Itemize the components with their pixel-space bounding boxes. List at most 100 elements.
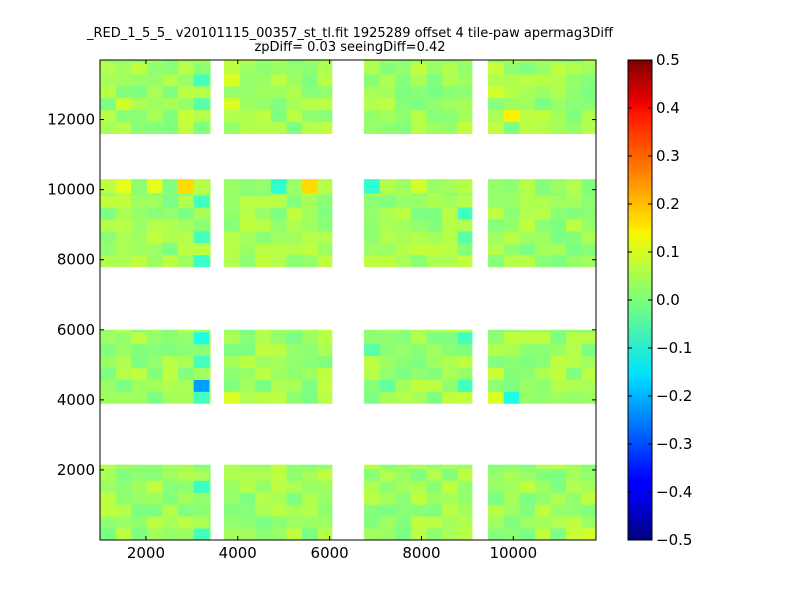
- heatmap-cell: [100, 464, 117, 469]
- heatmap-cell: [146, 329, 163, 333]
- heatmap-cell: [566, 329, 583, 333]
- heatmap-cell: [503, 254, 520, 268]
- heatmap-cell: [100, 193, 117, 196]
- heatmap-cell: [178, 355, 195, 369]
- heatmap-cell: [100, 355, 117, 369]
- heatmap-cell: [379, 219, 396, 232]
- heatmap-cell: [442, 468, 459, 481]
- x-tick-label: 10000: [489, 544, 537, 562]
- heatmap-cell: [255, 528, 272, 540]
- heatmap-cell: [364, 504, 381, 517]
- heatmap-cell: [239, 331, 256, 345]
- heatmap-cell: [503, 331, 520, 345]
- heatmap-cell: [395, 480, 412, 493]
- heatmap-cell: [224, 329, 241, 333]
- heatmap-cell: [115, 230, 132, 244]
- heatmap-cell: [442, 62, 459, 75]
- heatmap-cell: [488, 329, 505, 333]
- heatmap-cell: [146, 355, 163, 369]
- heatmap-cell: [239, 195, 256, 208]
- heatmap-cell: [302, 85, 319, 99]
- heatmap-cell: [581, 528, 596, 540]
- heatmap-cell: [115, 343, 132, 357]
- heatmap-cell: [379, 74, 396, 87]
- heatmap-cell: [581, 343, 596, 357]
- heatmap-cell: [503, 468, 520, 481]
- heatmap-cell: [302, 468, 319, 481]
- heatmap-cell: [178, 516, 195, 529]
- heatmap-cell: [239, 254, 256, 268]
- heatmap-cell: [503, 516, 520, 529]
- heatmap-cell: [270, 195, 287, 208]
- heatmap-cell: [395, 242, 412, 256]
- heatmap-cell: [178, 195, 195, 208]
- heatmap-cell: [193, 343, 210, 357]
- heatmap-cell: [286, 355, 303, 369]
- heatmap-cell: [178, 504, 195, 517]
- heatmap-cell: [286, 504, 303, 517]
- y-tick-label: 2000: [57, 461, 95, 479]
- heatmap-cell: [286, 121, 303, 134]
- heatmap-cell: [302, 195, 319, 208]
- heatmap-cell: [317, 379, 333, 392]
- heatmap-cell: [581, 179, 596, 194]
- heatmap-cell: [395, 528, 412, 540]
- heatmap-cell: [115, 60, 132, 63]
- heatmap-cell: [162, 121, 179, 134]
- heatmap-cell: [162, 379, 179, 392]
- heatmap-cell: [519, 343, 536, 357]
- heatmap-cell: [239, 97, 256, 111]
- heatmap-cell: [534, 329, 551, 333]
- heatmap-cell: [488, 219, 505, 232]
- heatmap-cell: [239, 468, 256, 481]
- heatmap-cell: [100, 343, 117, 357]
- heatmap-cell: [550, 329, 567, 333]
- heatmap-cell: [395, 379, 412, 392]
- heatmap-cell: [115, 516, 132, 529]
- heatmap-cell: [100, 391, 117, 404]
- heatmap-cell: [317, 219, 333, 232]
- heatmap-cell: [239, 379, 256, 392]
- heatmap-cell: [115, 528, 132, 540]
- heatmap-cell: [162, 391, 179, 404]
- heatmap-cell: [503, 242, 520, 256]
- heatmap-cell: [270, 97, 287, 111]
- heatmap-cell: [224, 207, 241, 220]
- heatmap-cell: [566, 480, 583, 493]
- heatmap-cell: [581, 193, 596, 196]
- heatmap-cell: [286, 242, 303, 256]
- heatmap-cell: [457, 97, 473, 111]
- heatmap-cell: [255, 480, 272, 493]
- heatmap-cell: [317, 480, 333, 493]
- heatmap-cell: [534, 85, 551, 99]
- heatmap-cell: [581, 329, 596, 333]
- heatmap-cell: [317, 329, 333, 333]
- heatmap-cell: [100, 230, 117, 244]
- heatmap-cell: [224, 480, 241, 493]
- heatmap-cell: [395, 329, 412, 333]
- heatmap-cell: [488, 85, 505, 99]
- heatmap-cell: [270, 379, 287, 392]
- heatmap-cell: [162, 62, 179, 75]
- heatmap-cell: [457, 207, 473, 220]
- heatmap-cell: [581, 85, 596, 99]
- heatmap-cell: [270, 74, 287, 87]
- heatmap-cell: [224, 230, 241, 244]
- heatmap-cell: [131, 504, 148, 517]
- y-tick-label: 10000: [47, 181, 95, 199]
- heatmap-cell: [364, 468, 381, 481]
- heatmap-cell: [442, 480, 459, 493]
- heatmap-cell: [503, 492, 520, 505]
- heatmap-cell: [286, 85, 303, 99]
- heatmap-cell: [224, 468, 241, 481]
- heatmap-cell: [162, 85, 179, 99]
- heatmap-cell: [193, 468, 210, 481]
- heatmap-cell: [100, 109, 117, 123]
- heatmap-cell: [442, 331, 459, 345]
- heatmap-cell: [503, 379, 520, 392]
- heatmap-cell: [519, 121, 536, 134]
- heatmap-cell: [410, 331, 427, 345]
- heatmap-cell: [131, 468, 148, 481]
- heatmap-cell: [115, 109, 132, 123]
- heatmap-cell: [146, 468, 163, 481]
